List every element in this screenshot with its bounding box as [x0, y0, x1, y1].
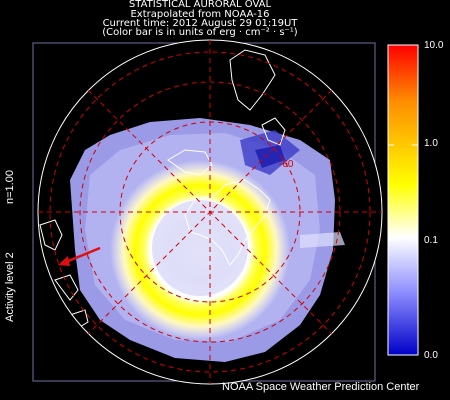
colorbar-tick-1: 1.0 [424, 138, 438, 149]
map-title: STATISTICAL AURORAL OVAL [128, 0, 272, 10]
n-value-label: n=1.00 [4, 170, 16, 204]
color-bar [387, 44, 419, 356]
sun-direction-arrow [58, 246, 101, 266]
activity-level-label: Activity level 2 [4, 252, 16, 322]
colorbar-tick-min: 0.0 [424, 350, 438, 361]
credit-text: NOAA Space Weather Prediction Center [222, 381, 420, 393]
grid-lines [38, 40, 382, 384]
latitude-label: -60 [279, 159, 294, 170]
map-subtitle: Extrapolated from NOAA-16 [130, 9, 270, 20]
current-time: Current time: 2012 August 29 01:19UT [102, 18, 298, 29]
colorbar-tick-0-1: 0.1 [424, 235, 438, 246]
colorbar-tick-max: 10.0 [424, 40, 444, 51]
units-note: (Color bar is in units of erg · cm⁻² · s… [102, 27, 298, 38]
coastlines [39, 49, 286, 329]
